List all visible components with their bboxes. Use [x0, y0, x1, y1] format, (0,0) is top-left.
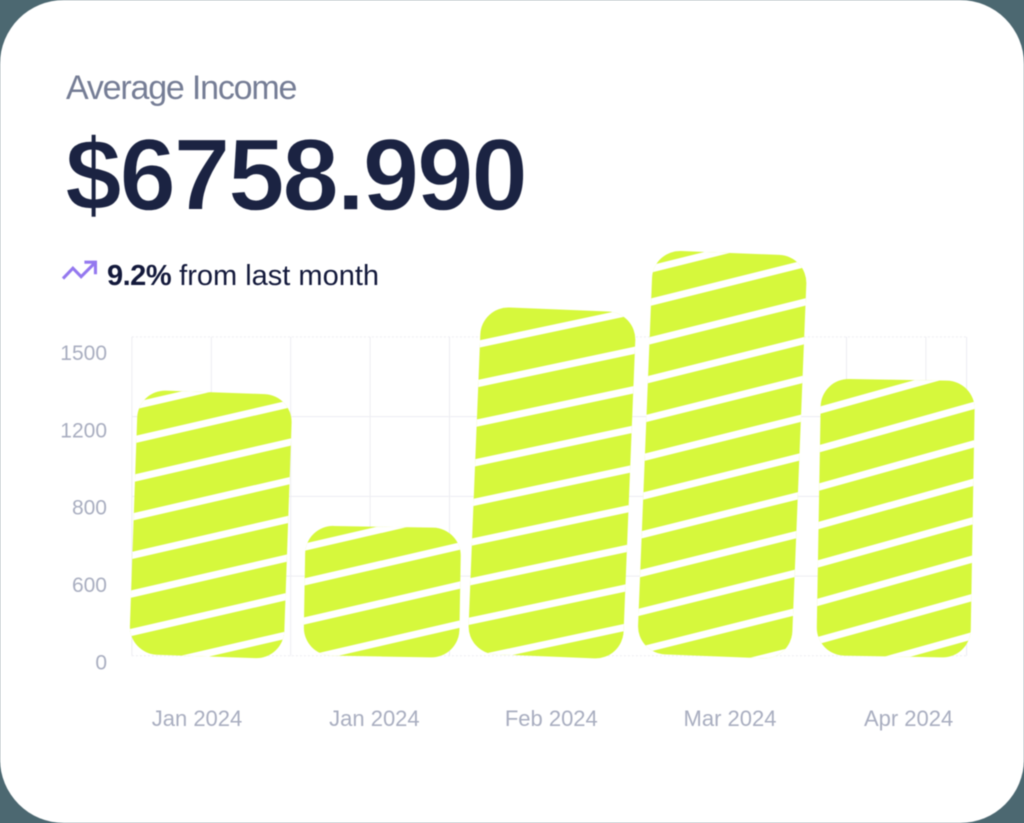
svg-text:1500: 1500 — [60, 342, 107, 365]
svg-text:Feb 2024: Feb 2024 — [505, 706, 598, 731]
svg-text:Jan 2024: Jan 2024 — [329, 706, 420, 731]
svg-text:800: 800 — [72, 497, 107, 520]
svg-text:600: 600 — [72, 574, 107, 597]
svg-text:Jan 2024: Jan 2024 — [152, 706, 243, 731]
svg-text:1200: 1200 — [60, 419, 107, 442]
svg-text:Apr 2024: Apr 2024 — [864, 706, 953, 731]
svg-text:Mar 2024: Mar 2024 — [684, 706, 777, 731]
svg-text:0: 0 — [95, 652, 107, 675]
